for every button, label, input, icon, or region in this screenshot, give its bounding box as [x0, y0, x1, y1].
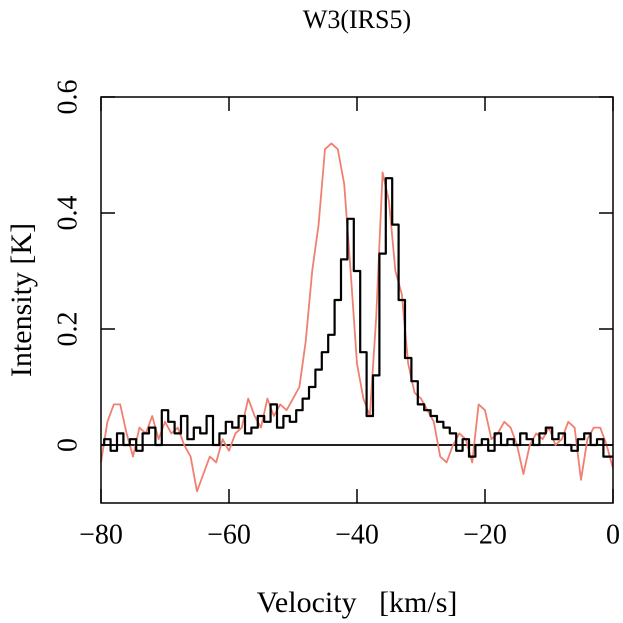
y-tick-label: 0.2 — [52, 312, 83, 347]
y-tick-label: 0.6 — [52, 80, 83, 115]
y-tick-label: 0 — [52, 438, 83, 452]
y-tick-label: 0.4 — [52, 196, 83, 231]
spectrum-line — [100, 142, 614, 493]
plot-frame — [100, 96, 614, 504]
y-axis-label: Intensity [K] — [5, 223, 38, 377]
x-axis-label: Velocity [km/s] — [257, 586, 458, 619]
x-tick-label: −60 — [207, 519, 251, 550]
chart-title: W3(IRS5) — [303, 5, 411, 34]
spectrum-line — [101, 177, 613, 458]
x-tick-label: −80 — [79, 519, 123, 550]
x-tick-label: −40 — [335, 519, 379, 550]
x-tick-label: −20 — [463, 519, 507, 550]
x-tick-label: 0 — [606, 519, 620, 550]
